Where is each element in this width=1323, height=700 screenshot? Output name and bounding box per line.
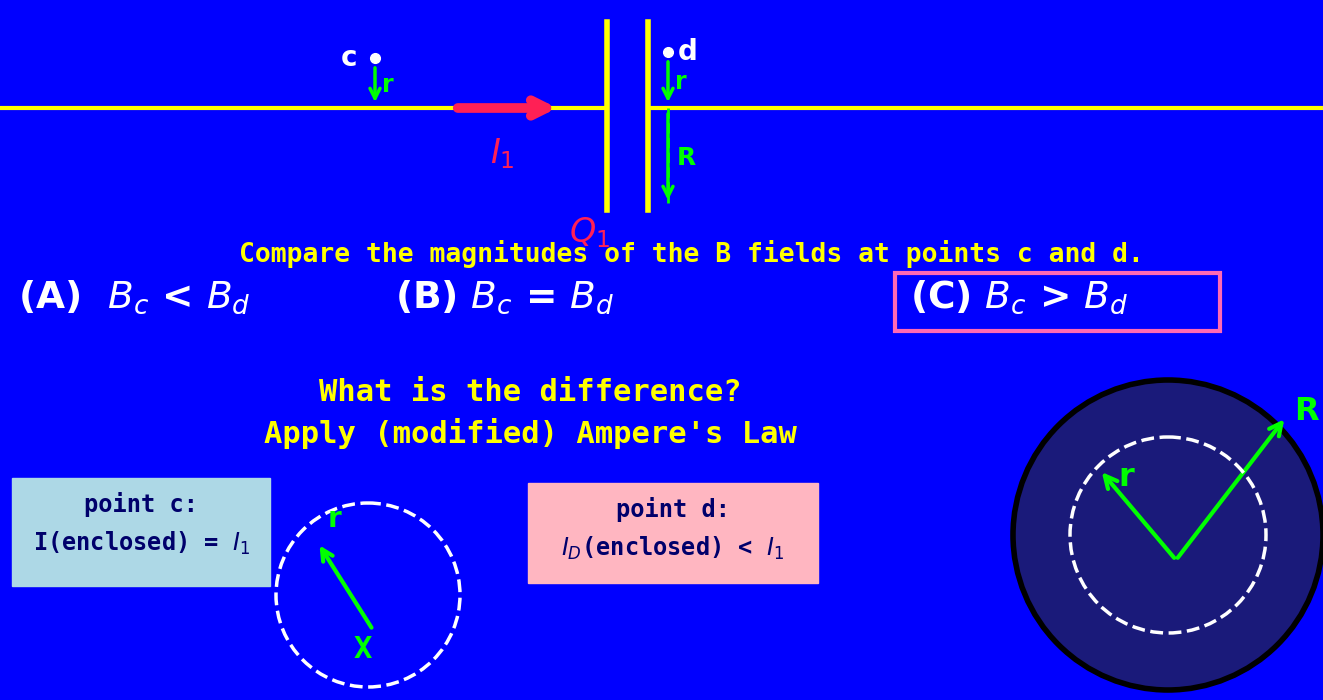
Text: I(enclosed) = $I_1$: I(enclosed) = $I_1$ xyxy=(33,530,250,557)
Text: What is the difference?: What is the difference? xyxy=(319,378,741,407)
Text: point c:: point c: xyxy=(83,492,198,517)
Text: $I_D$(enclosed) < $I_1$: $I_D$(enclosed) < $I_1$ xyxy=(561,535,785,562)
Text: r: r xyxy=(328,505,341,533)
Text: X: X xyxy=(353,636,372,664)
FancyBboxPatch shape xyxy=(894,273,1220,331)
Text: (C) $B_c$ > $B_d$: (C) $B_c$ > $B_d$ xyxy=(910,278,1129,316)
Text: d: d xyxy=(677,38,697,66)
Text: c: c xyxy=(340,44,357,72)
Text: (A)  $B_c$ < $B_d$: (A) $B_c$ < $B_d$ xyxy=(19,278,250,316)
Text: $I_1$: $I_1$ xyxy=(490,136,515,171)
Text: Apply (modified) Ampere's Law: Apply (modified) Ampere's Law xyxy=(263,418,796,449)
Text: Compare the magnitudes of the B fields at points c and d.: Compare the magnitudes of the B fields a… xyxy=(239,240,1144,268)
Text: $Q_1$: $Q_1$ xyxy=(569,215,610,250)
Text: r: r xyxy=(675,70,687,94)
Text: r: r xyxy=(382,73,394,97)
FancyBboxPatch shape xyxy=(528,483,818,583)
Circle shape xyxy=(1013,380,1323,690)
Text: R: R xyxy=(1294,396,1319,428)
Text: r: r xyxy=(1118,463,1134,494)
Text: point d:: point d: xyxy=(617,497,730,522)
Text: R: R xyxy=(677,146,696,170)
Text: (B) $B_c$ = $B_d$: (B) $B_c$ = $B_d$ xyxy=(396,278,614,316)
FancyBboxPatch shape xyxy=(12,478,270,586)
